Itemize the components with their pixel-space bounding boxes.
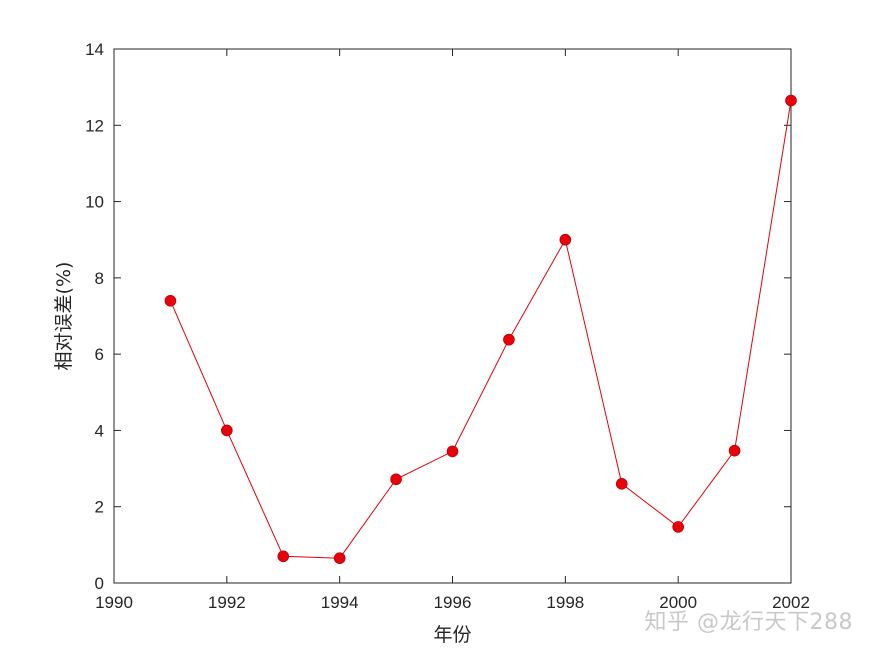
watermark: 知乎 @龙行天下288 [644, 610, 853, 635]
y-tick-label: 0 [95, 574, 104, 593]
data-point [277, 550, 290, 563]
data-point [615, 478, 628, 490]
data-point [672, 521, 684, 533]
series-line [169, 100, 792, 559]
data-point [728, 444, 741, 457]
x-tick-label: 1998 [546, 593, 584, 612]
y-tick-label: 2 [95, 498, 104, 517]
x-tick-label: 2000 [659, 593, 697, 612]
series-markers [164, 94, 797, 565]
data-point [390, 473, 402, 486]
x-axis: 1990 1992 1994 1996 1998 2000 2002 [95, 49, 810, 612]
y-tick-label: 10 [85, 193, 104, 212]
data-point [446, 445, 459, 458]
data-point [785, 94, 797, 107]
y-tick-label: 8 [95, 269, 104, 288]
data-point [221, 424, 233, 437]
data-point [164, 294, 177, 307]
data-point [503, 333, 515, 346]
plot-area [113, 48, 792, 584]
y-tick-label: 4 [95, 421, 104, 440]
x-tick-label: 1996 [434, 593, 472, 612]
data-point [559, 233, 572, 246]
x-tick-label: 1992 [208, 593, 246, 612]
y-axis-title: 相对误差(%) [53, 262, 75, 371]
y-tick-label: 12 [85, 116, 104, 135]
y-axis: 0 2 4 6 8 10 12 14 [85, 40, 791, 593]
x-tick-label: 2002 [772, 593, 810, 612]
data-point [333, 552, 346, 565]
x-axis-title: 年份 [433, 624, 471, 646]
x-tick-label: 1990 [95, 593, 133, 612]
y-tick-label: 14 [85, 40, 104, 59]
x-tick-label: 1994 [321, 593, 359, 612]
y-tick-label: 6 [95, 345, 104, 364]
